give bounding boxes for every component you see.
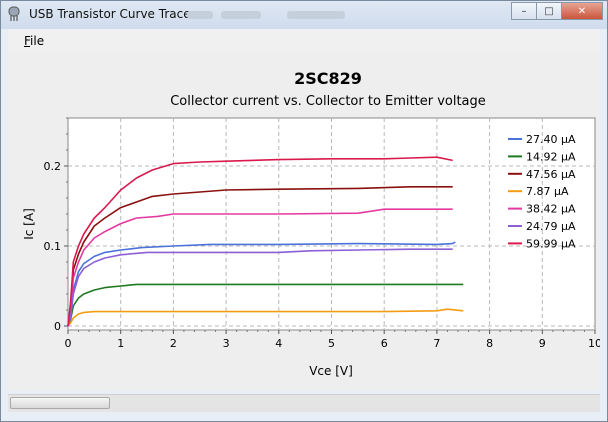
series-line-6 bbox=[67, 156, 453, 327]
legend: 27.40 µA 14.92 µA 47.56 µA 7.87 µA 38.42 µA 2… bbox=[508, 133, 576, 250]
x-tick-label: 4 bbox=[275, 337, 282, 350]
legend-label: 14.92 µA bbox=[526, 150, 576, 163]
legend-label: 7.87 µA bbox=[526, 185, 569, 198]
minimize-button[interactable]: – bbox=[511, 2, 537, 20]
series-line-5 bbox=[67, 248, 453, 327]
x-tick-label: 5 bbox=[328, 337, 335, 350]
horizontal-scrollbar[interactable] bbox=[8, 394, 600, 412]
x-tick-label: 0 bbox=[65, 337, 72, 350]
chart-title: 2SC829 bbox=[294, 69, 362, 88]
series-line-3 bbox=[67, 308, 464, 327]
legend-label: 24.79 µA bbox=[526, 220, 576, 233]
series-line-1 bbox=[67, 283, 464, 327]
maximize-button[interactable]: □ bbox=[536, 2, 562, 20]
x-axis-label: Vce [V] bbox=[309, 364, 353, 378]
y-axis-label: Ic [A] bbox=[22, 208, 36, 240]
series-line-2 bbox=[67, 186, 453, 327]
x-tick-label: 3 bbox=[223, 337, 230, 350]
x-tick-label: 2 bbox=[170, 337, 177, 350]
blurred-text bbox=[187, 11, 213, 19]
blurred-text bbox=[287, 11, 345, 19]
menu-bar: File bbox=[8, 29, 600, 51]
transistor-app-icon bbox=[8, 6, 20, 21]
window-title: USB Transistor Curve Tracer bbox=[29, 7, 196, 21]
scrollbar-thumb[interactable] bbox=[10, 397, 110, 409]
title-bar: USB Transistor Curve Tracer – □ ✕ bbox=[1, 1, 607, 29]
curve-chart: 2SC829 Collector current vs. Collector t… bbox=[22, 69, 600, 378]
series-line-4 bbox=[67, 208, 453, 327]
menu-file[interactable]: File bbox=[24, 34, 45, 48]
x-tick-label: 7 bbox=[433, 337, 440, 350]
close-button[interactable]: ✕ bbox=[561, 2, 603, 20]
x-tick-label: 10 bbox=[588, 337, 600, 350]
axis-ticks: 0 1 2 3 4 5 6 7 8 9 10 0 0.1 0.2 bbox=[44, 117, 600, 350]
y-tick-label: 0 bbox=[54, 320, 61, 333]
legend-label: 38.42 µA bbox=[526, 203, 576, 216]
x-tick-label: 6 bbox=[381, 337, 388, 350]
legend-label: 27.40 µA bbox=[526, 133, 576, 146]
legend-label: 59.99 µA bbox=[526, 237, 576, 250]
window-controls: – □ ✕ bbox=[511, 2, 603, 20]
legend-label: 47.56 µA bbox=[526, 168, 576, 181]
y-tick-label: 0.1 bbox=[44, 240, 62, 253]
grid bbox=[68, 118, 595, 330]
x-tick-label: 1 bbox=[117, 337, 124, 350]
x-tick-label: 9 bbox=[539, 337, 546, 350]
series-lines bbox=[67, 156, 464, 327]
chart-subtitle: Collector current vs. Collector to Emitt… bbox=[170, 94, 486, 109]
x-tick-label: 8 bbox=[486, 337, 493, 350]
y-tick-label: 0.2 bbox=[44, 160, 62, 173]
blurred-text bbox=[221, 11, 261, 19]
series-line-0 bbox=[67, 241, 456, 327]
chart-panel: 2SC829 Collector current vs. Collector t… bbox=[8, 51, 600, 391]
